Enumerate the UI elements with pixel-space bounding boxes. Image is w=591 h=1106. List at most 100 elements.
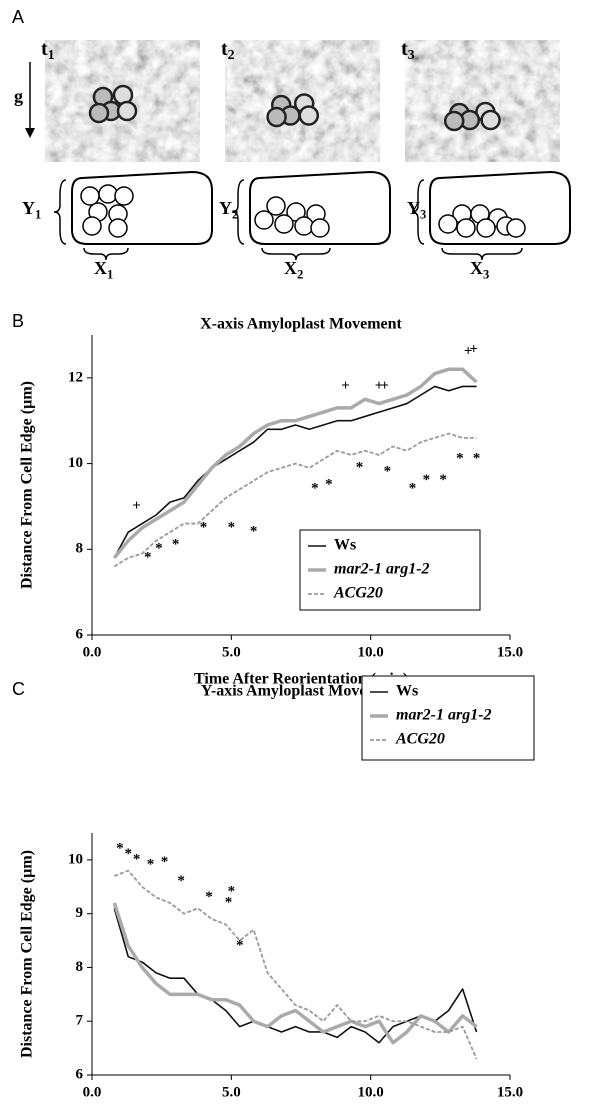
- series-line: [113, 385, 477, 559]
- significance-marker: *: [325, 476, 333, 492]
- panel-a: g: [14, 40, 571, 261]
- x-brace: [261, 247, 331, 261]
- legend-label: Ws: [334, 537, 356, 554]
- y-tick-label: 12: [68, 369, 83, 385]
- panel-label: B: [12, 311, 24, 331]
- y-brace: [411, 179, 425, 245]
- cell-outline: [249, 170, 391, 245]
- x-tick-label: 10.0: [358, 1084, 384, 1100]
- x-tick-label: 5.0: [222, 644, 241, 660]
- x-tick-label: 15.0: [497, 1084, 523, 1100]
- micrograph: [405, 40, 560, 162]
- amyloplast-diagram: [438, 214, 458, 234]
- significance-marker: *: [116, 841, 124, 857]
- x-tick-label: 10.0: [358, 644, 384, 660]
- series-line: [113, 869, 478, 1060]
- y-extent-label-sub: 1: [35, 207, 41, 221]
- amyloplast-image: [443, 110, 465, 132]
- significance-marker: *: [384, 464, 392, 480]
- significance-marker: +: [464, 344, 473, 360]
- significance-marker: *: [133, 851, 141, 867]
- amyloplast-image: [116, 100, 138, 122]
- x-brace: [83, 247, 129, 261]
- y-brace: [53, 179, 67, 245]
- amyloplast-image: [88, 102, 110, 124]
- frame-label-base: t: [41, 38, 48, 60]
- series-line: [112, 902, 478, 1045]
- significance-marker: *: [225, 894, 233, 910]
- y-tick-label: 7: [76, 1013, 84, 1029]
- frame-label: t3: [401, 38, 415, 64]
- x-tick-label: 5.0: [222, 1084, 241, 1100]
- panel-label: C: [12, 679, 25, 699]
- significance-marker: +: [469, 341, 478, 357]
- x-extent-label-base: X: [94, 258, 107, 278]
- significance-marker: *: [311, 481, 319, 497]
- y-brace: [231, 179, 245, 245]
- legend-label: mar2-1 arg1-2: [396, 707, 492, 724]
- x-extent-label-sub: 3: [483, 267, 489, 281]
- y-extent-label-sub: 2: [232, 207, 238, 221]
- y-extent-label: Y2: [219, 198, 238, 221]
- y-extent-label-sub: 3: [420, 207, 426, 221]
- significance-marker: *: [228, 884, 236, 900]
- cell-outline: [429, 170, 571, 245]
- legend-label: ACG20: [333, 585, 383, 602]
- significance-marker: *: [124, 846, 132, 862]
- amyloplast-diagram: [506, 218, 526, 238]
- gravity-label: g: [14, 86, 23, 106]
- frame-label-sub: 3: [408, 48, 415, 63]
- x-extent-label-base: X: [470, 258, 483, 278]
- significance-marker: *: [161, 854, 169, 870]
- y-tick-label: 10: [68, 851, 83, 867]
- frame-label: t2: [221, 38, 235, 64]
- legend-box: [361, 675, 535, 761]
- amyloplast-image: [298, 105, 320, 126]
- amyloplast-diagram: [310, 218, 330, 238]
- y-tick-label: 10: [68, 455, 83, 471]
- legend-label: ACG20: [395, 731, 445, 748]
- amyloplast-diagram: [82, 216, 102, 236]
- frame-label-base: t: [401, 38, 408, 60]
- y-extent-label-base: Y: [22, 198, 35, 218]
- y-extent-label-base: Y: [407, 198, 420, 218]
- y-extent-label-base: Y: [219, 198, 232, 218]
- cell-outline: [71, 170, 213, 245]
- y-axis-label: Distance From Cell Edge (µm): [19, 381, 36, 589]
- x-tick-label: 0.0: [83, 1084, 102, 1100]
- y-tick-label: 8: [76, 541, 84, 557]
- significance-marker: *: [177, 873, 185, 889]
- y-tick-label: 6: [76, 626, 84, 642]
- significance-marker: *: [456, 451, 464, 467]
- significance-marker: *: [200, 519, 208, 535]
- amyloplast-image: [266, 106, 287, 128]
- significance-marker: +: [132, 498, 141, 514]
- y-axis-label: Distance From Cell Edge (µm): [19, 850, 36, 1058]
- amyloplast-diagram: [294, 216, 314, 236]
- x-extent-label: X1: [94, 258, 113, 281]
- significance-marker: +: [341, 378, 350, 394]
- amyloplast-diagram: [254, 210, 274, 230]
- series-line: [112, 367, 478, 559]
- y-tick-label: 9: [76, 905, 84, 921]
- chart-title: X-axis Amyloplast Movement: [200, 316, 402, 333]
- significance-marker: *: [172, 536, 180, 552]
- series-line: [113, 908, 478, 1044]
- significance-marker: *: [409, 481, 417, 497]
- significance-marker: *: [473, 451, 481, 467]
- frame-label: t1: [41, 38, 55, 64]
- chart-title: Y-axis Amyloplast Movement: [201, 683, 402, 700]
- x-extent-label-base: X: [284, 258, 297, 278]
- significance-marker: *: [155, 541, 163, 557]
- significance-marker: *: [439, 472, 447, 488]
- y-extent-label: Y3: [407, 198, 426, 221]
- x-extent-label: X3: [470, 258, 489, 281]
- significance-marker: *: [147, 857, 155, 873]
- significance-marker: *: [144, 549, 152, 565]
- x-axis-label: Time After Reorientation (min): [194, 671, 408, 688]
- amyloplast-diagram: [98, 184, 118, 204]
- legend-label: mar2-1 arg1-2: [334, 561, 430, 578]
- amyloplast-diagram: [108, 218, 128, 238]
- amyloplast-image: [480, 109, 501, 131]
